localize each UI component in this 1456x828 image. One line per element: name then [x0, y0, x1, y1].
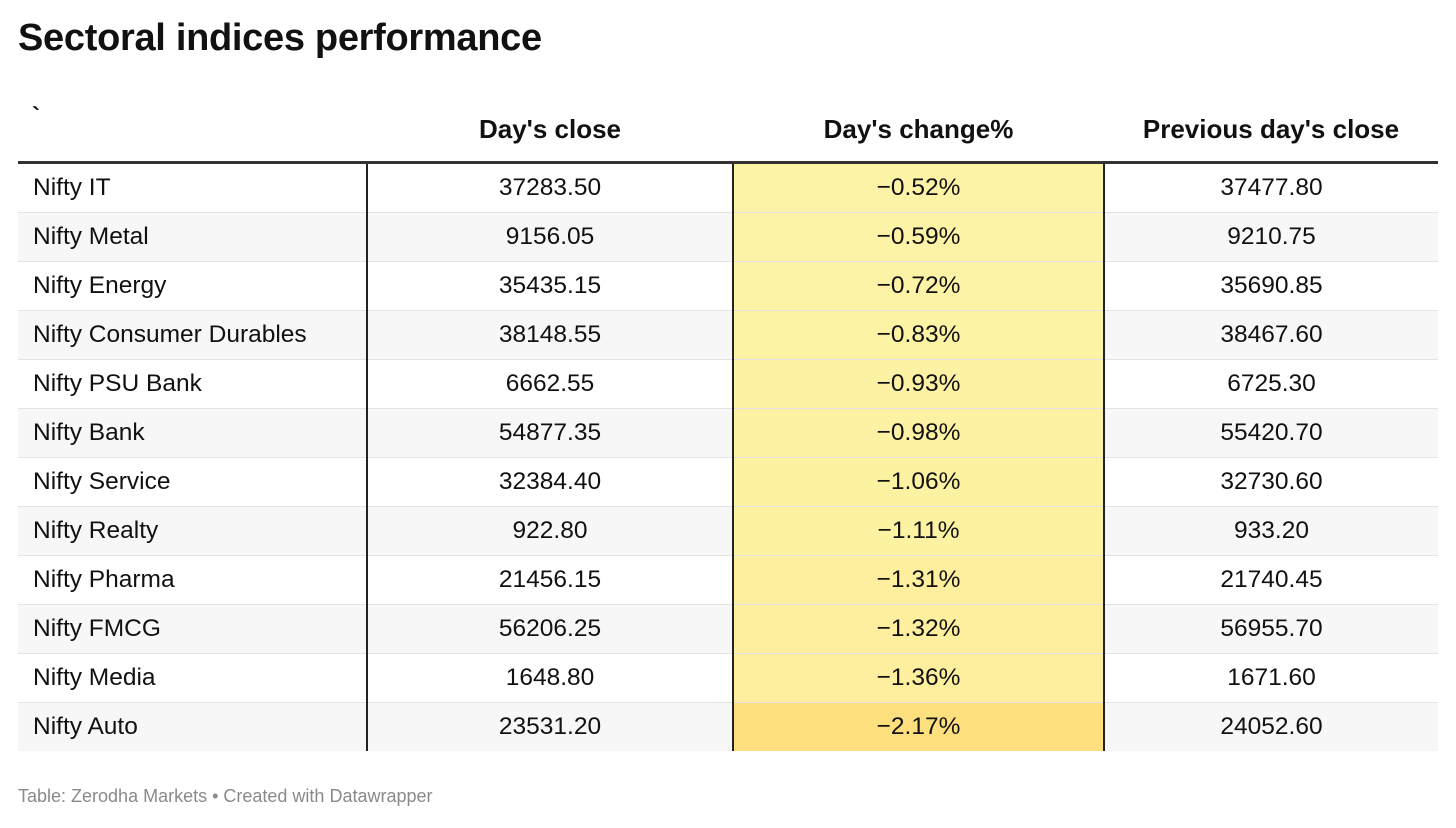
column-header-label: Day's close — [478, 114, 622, 144]
days-close-cell: 1648.80 — [367, 653, 734, 703]
previous-close-cell: 35690.85 — [1104, 261, 1438, 311]
table-header: ` Day's close Day's change% Previous day… — [18, 100, 1438, 164]
chart-title: Sectoral indices performance — [18, 17, 542, 59]
previous-close-cell: 21740.45 — [1104, 555, 1438, 605]
index-name-cell: Nifty Metal — [18, 212, 368, 262]
table-body: Nifty IT 37283.50 −0.52% 37477.80 Nifty Meta… — [18, 162, 1438, 751]
table-row: Nifty Realty 922.80 −1.11% 933.20 — [18, 506, 1438, 556]
days-close-cell: 23531.20 — [367, 702, 734, 751]
table-row: Nifty Pharma 21456.15 −1.31% 21740.45 — [18, 555, 1438, 605]
days-change-cell: −1.36% — [733, 653, 1105, 703]
previous-close-cell: 9210.75 — [1104, 212, 1438, 262]
column-header-days-change: Day's change% — [733, 100, 1104, 164]
table-row: Nifty Metal 9156.05 −0.59% 9210.75 — [18, 212, 1438, 262]
index-name-cell: Nifty Media — [18, 653, 368, 703]
previous-close-cell: 55420.70 — [1104, 408, 1438, 458]
table-row: Nifty Auto 23531.20 −2.17% 24052.60 — [18, 702, 1438, 751]
table-row: Nifty IT 37283.50 −0.52% 37477.80 — [18, 162, 1438, 213]
days-close-cell: 54877.35 — [367, 408, 734, 458]
index-name-cell: Nifty Auto — [18, 702, 368, 751]
days-change-cell: −1.31% — [733, 555, 1105, 605]
column-header-label: Day's change% — [823, 114, 1014, 144]
days-change-cell: −1.06% — [733, 457, 1105, 507]
index-name-cell: Nifty Service — [18, 457, 368, 507]
column-header-index: ` — [18, 100, 367, 164]
table-row: Nifty PSU Bank 6662.55 −0.93% 6725.30 — [18, 359, 1438, 409]
days-close-cell: 35435.15 — [367, 261, 734, 311]
days-change-cell: −0.72% — [733, 261, 1105, 311]
days-change-cell: −0.52% — [733, 162, 1105, 213]
table-row: Nifty Media 1648.80 −1.36% 1671.60 — [18, 653, 1438, 703]
previous-close-cell: 38467.60 — [1104, 310, 1438, 360]
index-name-cell: Nifty Energy — [18, 261, 368, 311]
table-row: Nifty Service 32384.40 −1.06% 32730.60 — [18, 457, 1438, 507]
table-row: Nifty FMCG 56206.25 −1.32% 56955.70 — [18, 604, 1438, 654]
days-change-cell: −1.11% — [733, 506, 1105, 556]
header-row: ` Day's close Day's change% Previous day… — [18, 100, 1438, 164]
index-name-cell: Nifty IT — [18, 162, 368, 213]
column-header-label: Previous day's close — [1142, 114, 1400, 144]
days-change-cell: −2.17% — [733, 702, 1105, 751]
days-close-cell: 56206.25 — [367, 604, 734, 654]
days-change-cell: −0.93% — [733, 359, 1105, 409]
previous-close-cell: 933.20 — [1104, 506, 1438, 556]
days-change-cell: −0.83% — [733, 310, 1105, 360]
days-change-cell: −1.32% — [733, 604, 1105, 654]
previous-close-cell: 56955.70 — [1104, 604, 1438, 654]
days-close-cell: 32384.40 — [367, 457, 734, 507]
days-change-cell: −0.59% — [733, 212, 1105, 262]
column-header-label: ` — [32, 103, 40, 130]
index-name-cell: Nifty Bank — [18, 408, 368, 458]
days-change-cell: −0.98% — [733, 408, 1105, 458]
previous-close-cell: 1671.60 — [1104, 653, 1438, 703]
days-close-cell: 922.80 — [367, 506, 734, 556]
previous-close-cell: 6725.30 — [1104, 359, 1438, 409]
sector-table: ` Day's close Day's change% Previous day… — [18, 100, 1438, 751]
days-close-cell: 37283.50 — [367, 162, 734, 213]
days-close-cell: 38148.55 — [367, 310, 734, 360]
column-header-days-close: Day's close — [367, 100, 733, 164]
table-row: Nifty Energy 35435.15 −0.72% 35690.85 — [18, 261, 1438, 311]
column-header-previous-close: Previous day's close — [1104, 100, 1438, 164]
index-name-cell: Nifty PSU Bank — [18, 359, 368, 409]
source-footer: Table: Zerodha Markets • Created with Da… — [18, 786, 433, 806]
days-close-cell: 6662.55 — [367, 359, 734, 409]
previous-close-cell: 37477.80 — [1104, 162, 1438, 213]
table-row: Nifty Consumer Durables 38148.55 −0.83% 384… — [18, 310, 1438, 360]
index-name-cell: Nifty Pharma — [18, 555, 368, 605]
table-container: ` Day's close Day's change% Previous day… — [18, 100, 1438, 751]
previous-close-cell: 32730.60 — [1104, 457, 1438, 507]
days-close-cell: 9156.05 — [367, 212, 734, 262]
index-name-cell: Nifty Realty — [18, 506, 368, 556]
days-close-cell: 21456.15 — [367, 555, 734, 605]
index-name-cell: Nifty Consumer Durables — [18, 310, 368, 360]
previous-close-cell: 24052.60 — [1104, 702, 1438, 751]
index-name-cell: Nifty FMCG — [18, 604, 368, 654]
table-row: Nifty Bank 54877.35 −0.98% 55420.70 — [18, 408, 1438, 458]
